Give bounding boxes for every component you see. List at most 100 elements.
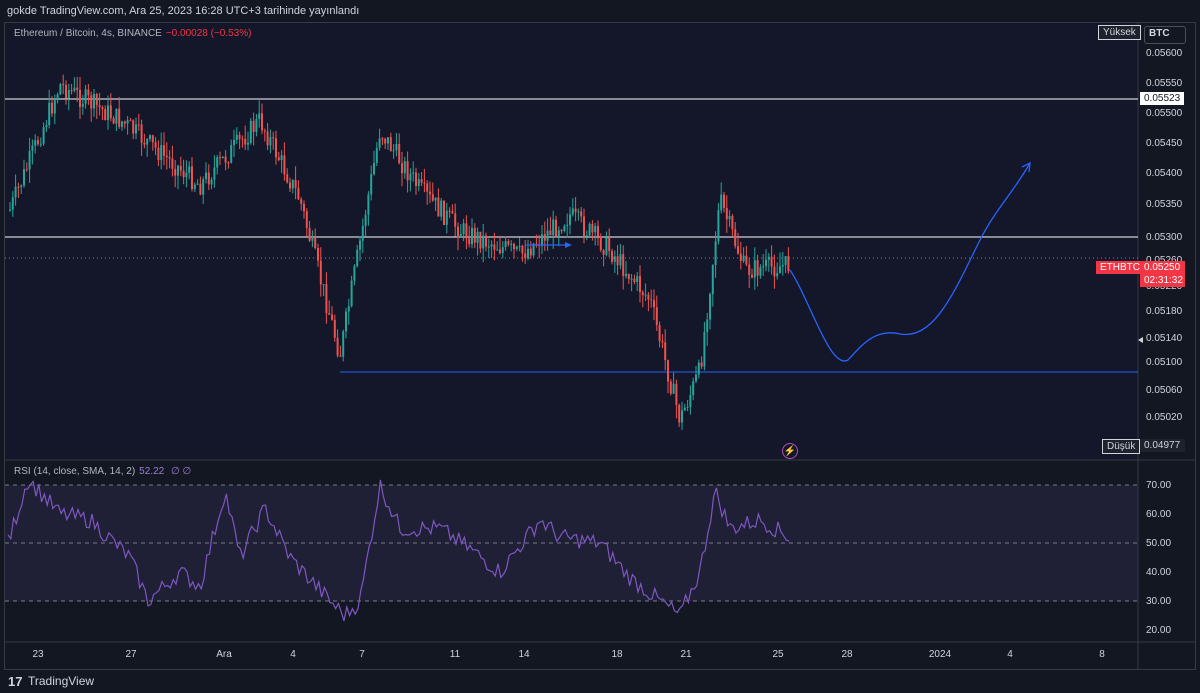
low-tag: Düşük bbox=[1102, 439, 1141, 454]
candle-body bbox=[734, 229, 737, 246]
time-axis-label: 7 bbox=[359, 649, 365, 660]
candle-body bbox=[297, 187, 300, 200]
candle-body bbox=[252, 120, 255, 132]
candle-body bbox=[395, 143, 398, 151]
candle-body bbox=[616, 256, 619, 266]
time-axis-label: Ara bbox=[216, 649, 232, 660]
candle-body bbox=[269, 137, 272, 146]
candle-body bbox=[784, 256, 787, 265]
candle-body bbox=[135, 124, 137, 134]
candle-body bbox=[235, 134, 238, 140]
candle-body bbox=[59, 84, 62, 95]
candle-body bbox=[79, 89, 81, 107]
candle-body bbox=[11, 197, 14, 210]
time-axis-label: 11 bbox=[450, 649, 461, 660]
candle-body bbox=[527, 248, 529, 259]
candle-body bbox=[9, 209, 11, 211]
candle-body bbox=[602, 250, 605, 255]
candle-body bbox=[291, 179, 294, 189]
candle-body bbox=[451, 211, 454, 214]
candle-body bbox=[529, 248, 532, 256]
rsi-axis-label: 60.00 bbox=[1146, 509, 1171, 520]
candle-body bbox=[317, 247, 319, 261]
candle-body bbox=[123, 121, 126, 124]
rsi-pane-bg bbox=[5, 461, 1138, 640]
candle-body bbox=[392, 150, 395, 152]
price-axis-label: 0.05450 bbox=[1146, 138, 1183, 149]
candle-body bbox=[445, 210, 448, 225]
candle-body bbox=[585, 235, 588, 237]
candle-body bbox=[42, 127, 45, 144]
candle-body bbox=[465, 223, 468, 239]
currency-button[interactable]: BTC bbox=[1144, 26, 1186, 44]
time-axis-label: 18 bbox=[611, 649, 623, 660]
candle-body bbox=[202, 179, 205, 195]
candle-body bbox=[34, 140, 37, 146]
rsi-axis-label: 30.00 bbox=[1146, 596, 1171, 607]
candle-body bbox=[412, 172, 415, 174]
candle-body bbox=[787, 256, 790, 272]
candle-body bbox=[191, 166, 193, 190]
candle-body bbox=[384, 138, 387, 144]
candle-body bbox=[580, 211, 583, 217]
rsi-value: 52.22 bbox=[139, 466, 165, 477]
candle-body bbox=[70, 90, 73, 92]
symbol-legend[interactable]: Ethereum / Bitcoin, 4s, BINANCE −0.00028 … bbox=[14, 28, 251, 39]
candle-body bbox=[518, 245, 521, 247]
candle-body bbox=[543, 234, 546, 241]
low-value-tag: 0.04977 bbox=[1140, 439, 1185, 452]
candle-body bbox=[479, 231, 482, 249]
candle-body bbox=[739, 253, 742, 262]
candle-body bbox=[17, 186, 20, 188]
candle-body bbox=[703, 332, 706, 367]
candle-body bbox=[535, 243, 538, 245]
candle-body bbox=[493, 244, 496, 250]
rsi-legend[interactable]: RSI (14, close, SMA, 14, 2) 52.22 ∅ ∅ bbox=[14, 466, 191, 477]
candle-body bbox=[454, 213, 457, 227]
rsi-label: RSI (14, close, SMA, 14, 2) bbox=[14, 466, 136, 477]
price-axis-label: 0.05180 bbox=[1146, 306, 1183, 317]
candle-body bbox=[213, 167, 216, 180]
candle-body bbox=[140, 124, 143, 143]
candle-body bbox=[275, 138, 277, 158]
candle-body bbox=[87, 89, 90, 96]
candle-body bbox=[555, 219, 557, 237]
main-pane-bg bbox=[5, 23, 1138, 460]
candle-body bbox=[557, 230, 560, 237]
price-axis-label: 0.05600 bbox=[1146, 48, 1183, 59]
candle-body bbox=[608, 237, 611, 252]
rsi-extra: ∅ ∅ bbox=[170, 466, 192, 477]
candle-body bbox=[753, 260, 756, 278]
candle-body bbox=[37, 140, 39, 144]
candle-body bbox=[448, 210, 451, 212]
candle-body bbox=[67, 90, 70, 99]
lightning-icon[interactable]: ⚡ bbox=[782, 443, 798, 459]
candle-body bbox=[261, 113, 263, 131]
candle-body bbox=[149, 135, 151, 140]
candle-body bbox=[664, 342, 667, 361]
candle-body bbox=[571, 208, 574, 215]
candle-body bbox=[440, 200, 443, 217]
candle-body bbox=[174, 168, 177, 176]
candle-body bbox=[471, 227, 473, 245]
candle-body bbox=[336, 337, 339, 356]
candle-body bbox=[277, 157, 280, 161]
candle-body bbox=[510, 244, 513, 246]
candle-body bbox=[210, 179, 213, 185]
candle-body bbox=[381, 138, 384, 140]
candle-body bbox=[751, 274, 753, 278]
candle-body bbox=[661, 341, 664, 343]
candle-body bbox=[683, 407, 686, 411]
candle-body bbox=[308, 227, 311, 241]
chart-frame[interactable] bbox=[4, 22, 1196, 670]
candle-body bbox=[759, 267, 762, 276]
high-tag: Yüksek bbox=[1098, 25, 1141, 40]
change-label: −0.00028 (−0.53%) bbox=[165, 28, 252, 39]
time-axis-label: 4 bbox=[290, 649, 296, 660]
candle-body bbox=[658, 325, 661, 342]
candle-body bbox=[90, 95, 93, 109]
candle-body bbox=[378, 138, 381, 148]
candle-body bbox=[406, 161, 409, 181]
candle-body bbox=[737, 245, 739, 254]
